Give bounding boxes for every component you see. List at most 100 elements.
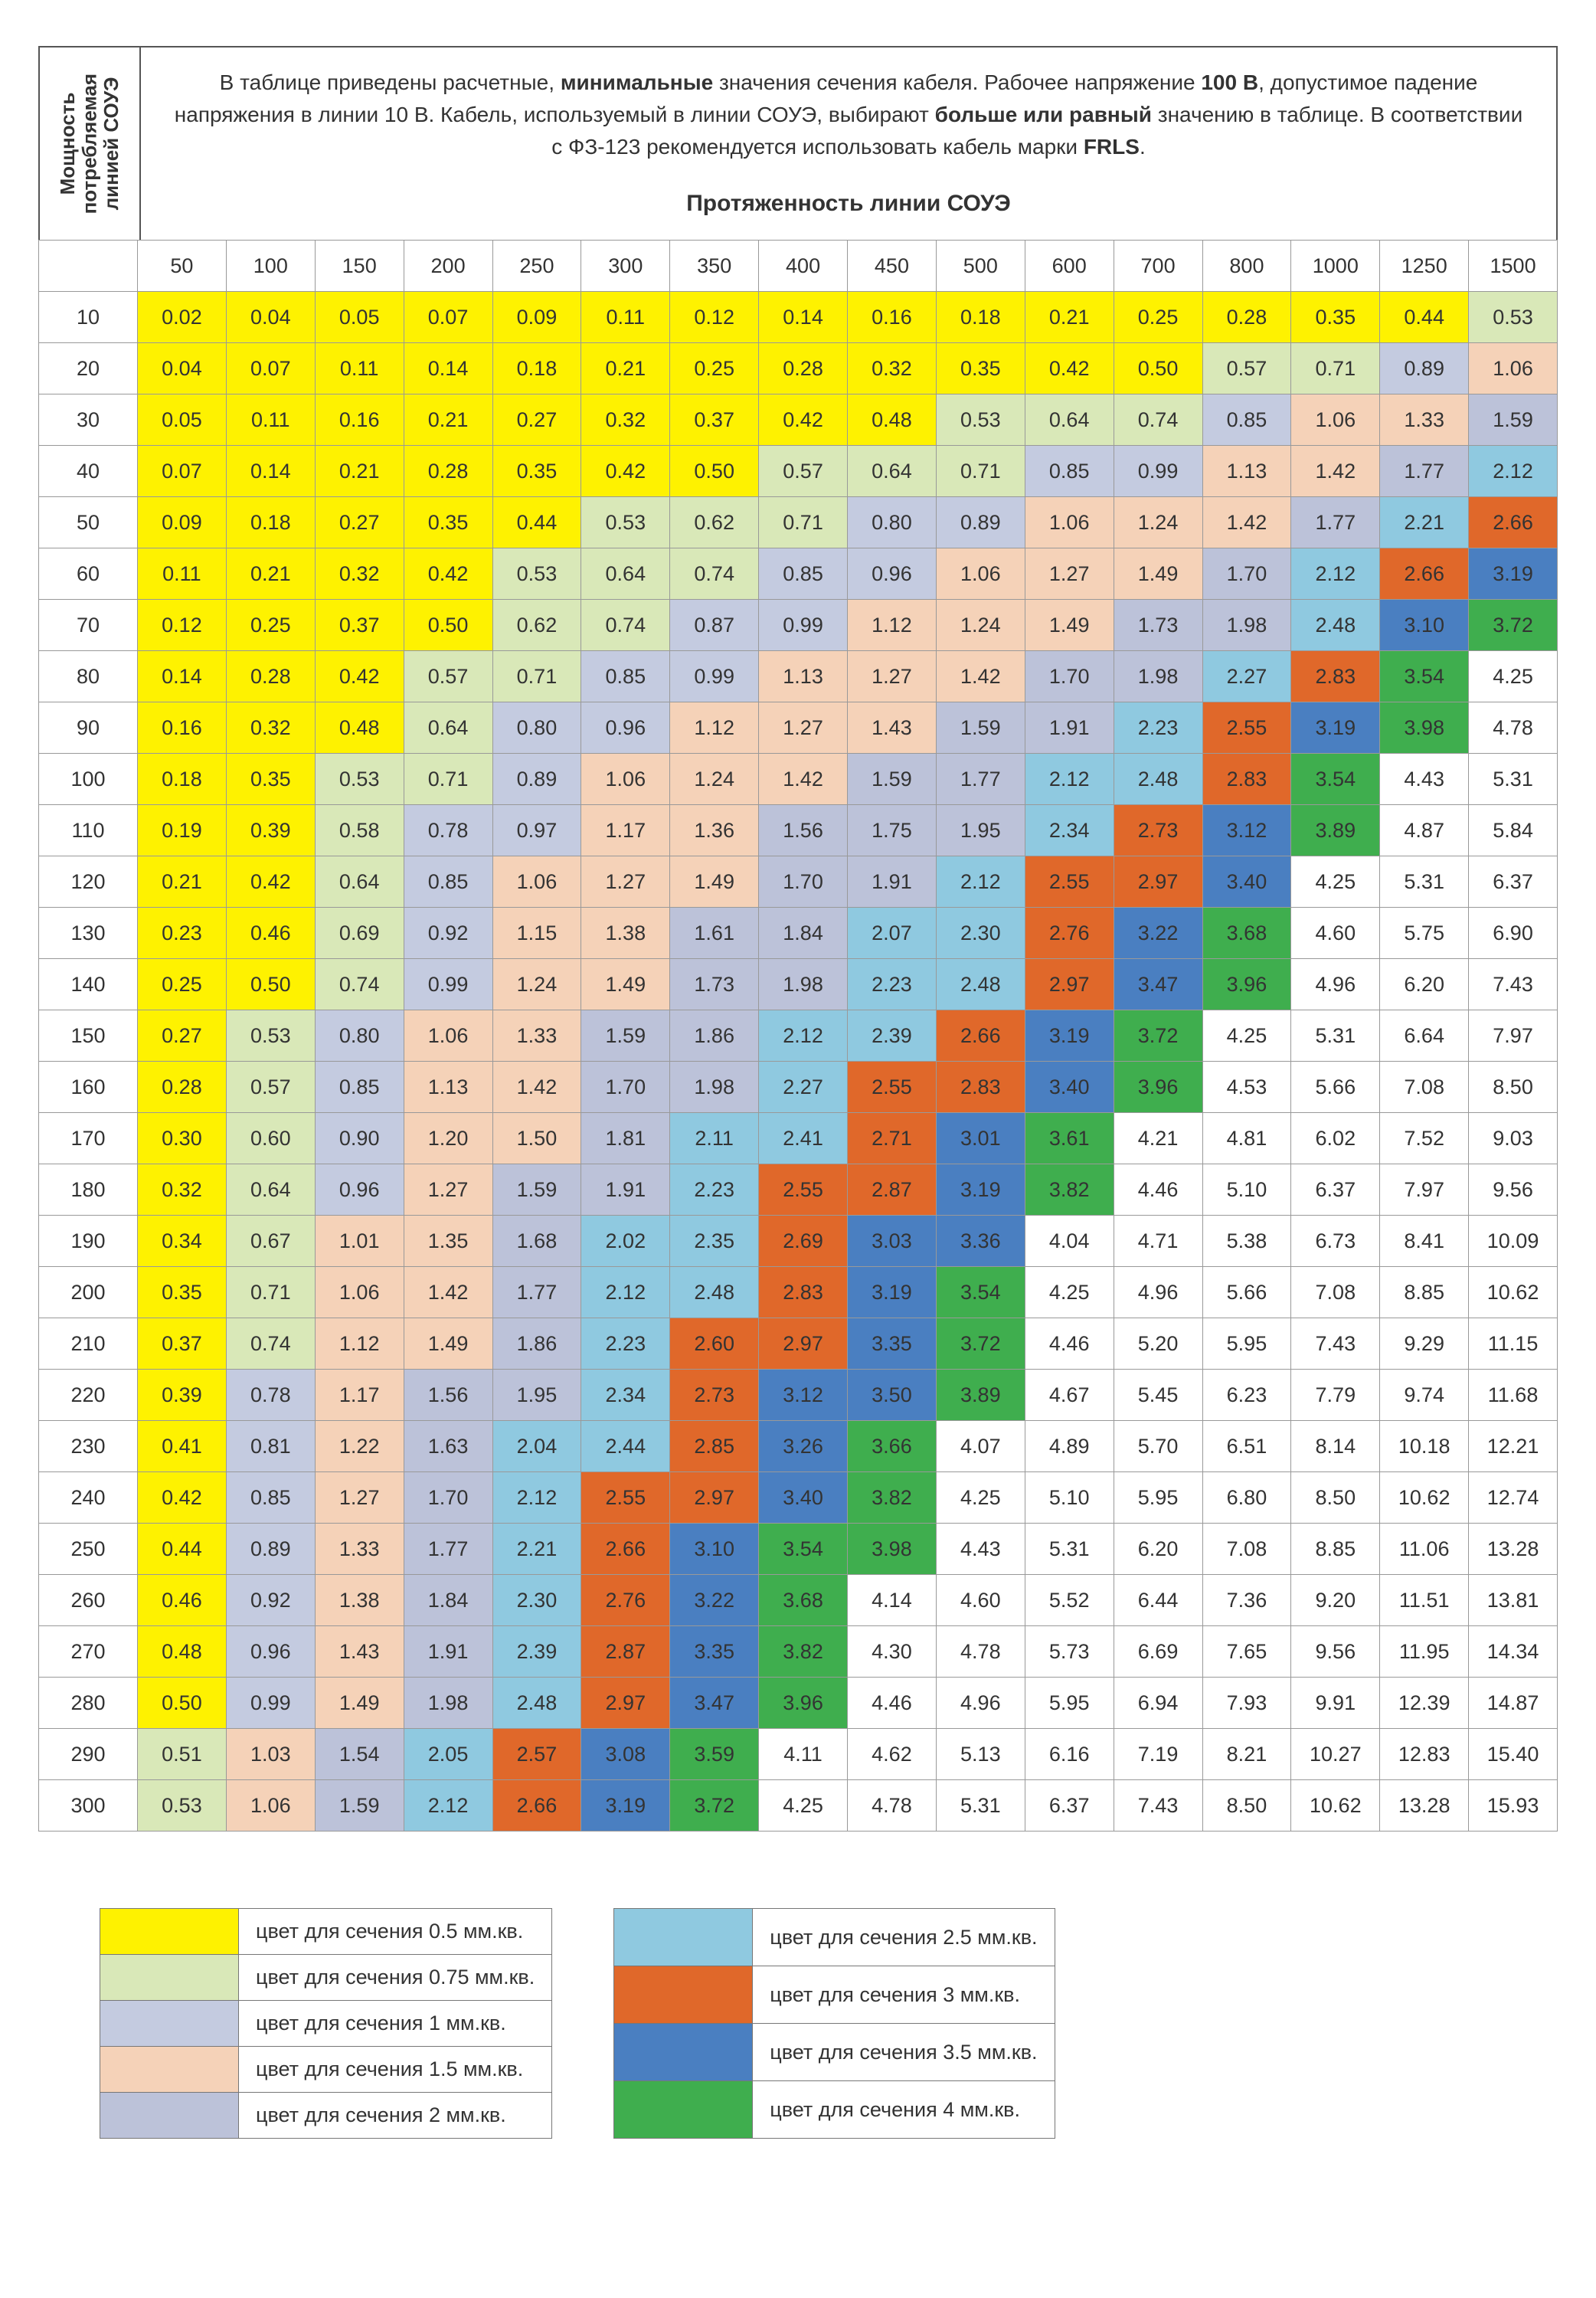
data-cell: 0.18 [936, 292, 1025, 343]
data-cell: 3.36 [936, 1216, 1025, 1267]
data-cell: 6.80 [1202, 1472, 1291, 1524]
legend-label: цвет для сечения 4 мм.кв. [753, 2081, 1055, 2139]
data-cell: 0.53 [138, 1780, 227, 1832]
data-cell: 11.06 [1380, 1524, 1469, 1575]
data-cell: 0.07 [138, 446, 227, 497]
data-cell: 2.27 [759, 1062, 848, 1113]
data-cell: 1.24 [936, 600, 1025, 651]
data-cell: 0.14 [759, 292, 848, 343]
data-cell: 5.10 [1025, 1472, 1114, 1524]
data-cell: 0.57 [226, 1062, 315, 1113]
data-cell: 0.21 [581, 343, 670, 394]
data-cell: 12.74 [1469, 1472, 1558, 1524]
data-cell: 13.28 [1469, 1524, 1558, 1575]
data-cell: 2.02 [581, 1216, 670, 1267]
data-cell: 1.49 [315, 1678, 404, 1729]
data-cell: 0.50 [226, 959, 315, 1010]
data-cell: 1.77 [1380, 446, 1469, 497]
row-header: 40 [39, 446, 138, 497]
data-cell: 2.66 [492, 1780, 581, 1832]
data-cell: 1.73 [1114, 600, 1202, 651]
data-cell: 4.46 [848, 1678, 937, 1729]
data-cell: 3.19 [1469, 548, 1558, 600]
data-cell: 3.19 [848, 1267, 937, 1318]
data-cell: 0.85 [1025, 446, 1114, 497]
data-cell: 1.98 [404, 1678, 492, 1729]
data-cell: 0.99 [759, 600, 848, 651]
data-cell: 0.35 [404, 497, 492, 548]
data-cell: 2.69 [759, 1216, 848, 1267]
data-cell: 1.81 [581, 1113, 670, 1164]
data-cell: 1.06 [936, 548, 1025, 600]
data-cell: 2.97 [1114, 856, 1202, 908]
data-cell: 1.42 [1202, 497, 1291, 548]
row-header: 10 [39, 292, 138, 343]
data-cell: 0.64 [848, 446, 937, 497]
data-cell: 2.21 [492, 1524, 581, 1575]
data-cell: 5.84 [1469, 805, 1558, 856]
data-cell: 0.50 [1114, 343, 1202, 394]
data-cell: 1.22 [315, 1421, 404, 1472]
data-cell: 0.42 [138, 1472, 227, 1524]
data-cell: 3.96 [759, 1678, 848, 1729]
data-cell: 2.55 [848, 1062, 937, 1113]
data-cell: 11.15 [1469, 1318, 1558, 1370]
legend-swatch [614, 2081, 753, 2139]
data-cell: 1.56 [759, 805, 848, 856]
data-cell: 0.05 [315, 292, 404, 343]
data-cell: 4.71 [1114, 1216, 1202, 1267]
data-cell: 3.12 [1202, 805, 1291, 856]
data-cell: 1.12 [315, 1318, 404, 1370]
legend-swatch [614, 1909, 753, 1966]
data-cell: 2.71 [848, 1113, 937, 1164]
data-cell: 0.53 [226, 1010, 315, 1062]
data-cell: 1.24 [492, 959, 581, 1010]
data-cell: 4.21 [1114, 1113, 1202, 1164]
row-header: 280 [39, 1678, 138, 1729]
data-cell: 4.43 [936, 1524, 1025, 1575]
legend-swatch [100, 1955, 239, 2001]
data-cell: 0.42 [581, 446, 670, 497]
legend-swatch [614, 2024, 753, 2081]
data-cell: 6.69 [1114, 1626, 1202, 1678]
col-header: 600 [1025, 241, 1114, 292]
data-cell: 1.98 [1114, 651, 1202, 702]
data-cell: 0.21 [226, 548, 315, 600]
data-cell: 1.43 [315, 1626, 404, 1678]
data-cell: 9.20 [1291, 1575, 1380, 1626]
data-cell: 4.78 [1469, 702, 1558, 754]
data-cell: 6.90 [1469, 908, 1558, 959]
data-cell: 0.50 [138, 1678, 227, 1729]
data-cell: 6.73 [1291, 1216, 1380, 1267]
data-cell: 0.07 [404, 292, 492, 343]
data-cell: 15.40 [1469, 1729, 1558, 1780]
data-cell: 8.50 [1291, 1472, 1380, 1524]
data-cell: 1.49 [1025, 600, 1114, 651]
data-cell: 0.89 [226, 1524, 315, 1575]
data-cell: 0.25 [1114, 292, 1202, 343]
data-cell: 5.31 [1380, 856, 1469, 908]
row-header: 190 [39, 1216, 138, 1267]
data-cell: 0.87 [670, 600, 759, 651]
data-cell: 12.39 [1380, 1678, 1469, 1729]
data-cell: 1.13 [1202, 446, 1291, 497]
data-cell: 1.33 [1380, 394, 1469, 446]
data-cell: 1.59 [848, 754, 937, 805]
data-cell: 1.33 [492, 1010, 581, 1062]
row-header: 170 [39, 1113, 138, 1164]
data-cell: 0.35 [1291, 292, 1380, 343]
data-cell: 0.32 [226, 702, 315, 754]
data-cell: 4.11 [759, 1729, 848, 1780]
row-header: 130 [39, 908, 138, 959]
data-cell: 3.72 [1469, 600, 1558, 651]
data-cell: 3.10 [1380, 600, 1469, 651]
data-cell: 0.74 [1114, 394, 1202, 446]
data-cell: 3.40 [1025, 1062, 1114, 1113]
data-cell: 1.27 [848, 651, 937, 702]
data-cell: 2.87 [581, 1626, 670, 1678]
data-cell: 7.36 [1202, 1575, 1291, 1626]
data-cell: 0.27 [492, 394, 581, 446]
col-header: 1250 [1380, 241, 1469, 292]
col-header: 700 [1114, 241, 1202, 292]
data-cell: 8.21 [1202, 1729, 1291, 1780]
